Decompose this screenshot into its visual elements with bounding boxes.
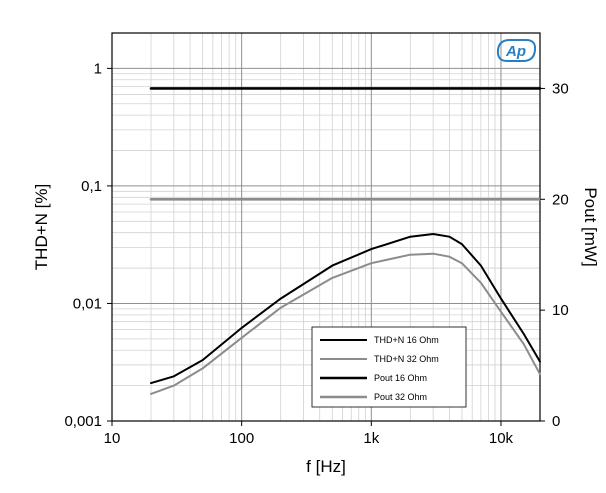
x-tick-label: 1k — [363, 430, 379, 447]
x-tick-label: 10 — [104, 430, 121, 447]
y-right-tick-label: 20 — [552, 191, 569, 208]
legend-label: Pout 16 Ohm — [374, 373, 427, 383]
ap-logo: Ap — [496, 39, 537, 62]
series-line-2 — [150, 252, 541, 395]
y-right-tick-label: 0 — [552, 413, 560, 430]
y-left-tick-label: 0,01 — [73, 295, 102, 312]
x-tick-label: 100 — [229, 430, 254, 447]
legend-label: THD+N 16 Ohm — [374, 335, 439, 345]
legend-label: Pout 32 Ohm — [374, 392, 427, 402]
series-line-1 — [150, 233, 541, 385]
y-left-tick-label: 0,001 — [64, 413, 102, 430]
plot-frame — [111, 32, 541, 422]
y-axis-right-title: Pout [mW] — [581, 187, 600, 266]
ap-logo-text: Ap — [505, 43, 526, 60]
y-right-tick-label: 30 — [552, 80, 569, 97]
y-right-tick-label: 10 — [552, 302, 569, 319]
y-axis-left-title: THD+N [%] — [32, 184, 51, 270]
y-left-tick-label: 1 — [94, 60, 102, 77]
x-tick-label: 10k — [489, 430, 514, 447]
y-left-tick-label: 0,1 — [81, 178, 102, 195]
legend: THD+N 16 Ohm THD+N 32 Ohm Pout 16 Ohm Pout … — [311, 326, 467, 408]
ap-logo-icon — [496, 39, 537, 62]
series-layer — [149, 87, 542, 395]
x-axis-title: f [Hz] — [306, 457, 346, 476]
legend-label: THD+N 32 Ohm — [374, 354, 439, 364]
